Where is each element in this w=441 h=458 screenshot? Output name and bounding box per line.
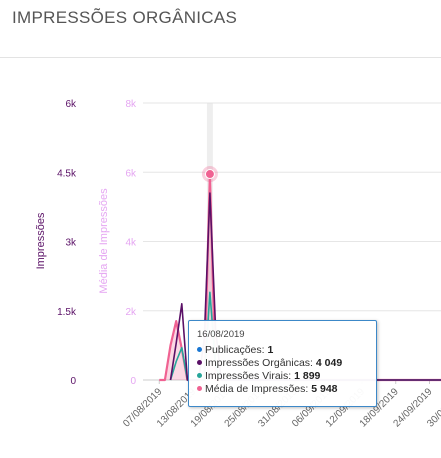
- highlight-point: [204, 169, 215, 180]
- tooltip-value: 5 948: [311, 383, 338, 395]
- left-axis-title: Impressões: [35, 212, 47, 269]
- tooltip-row-average: Média de Impressões: 5 948: [197, 383, 369, 396]
- right-y-tick-label: 8k: [125, 99, 137, 110]
- right-y-tick-label: 0: [130, 376, 136, 387]
- average-dot: [197, 386, 202, 391]
- tooltip-value: 1 899: [294, 370, 321, 382]
- left-y-tick-label: 1.5k: [57, 307, 77, 318]
- left-y-tick-label: 3k: [65, 238, 77, 249]
- right-y-tick-label: 2k: [125, 307, 137, 318]
- organic-dot: [197, 360, 202, 365]
- right-axis-title: Média de Impressões: [98, 188, 110, 294]
- right-y-tick-label: 6k: [125, 168, 137, 179]
- tooltip-label: Publicações:: [205, 344, 265, 356]
- page-title: IMPRESSÕES ORGÂNICAS: [12, 8, 238, 27]
- hover-crosshair: [206, 103, 213, 380]
- marker-layer: [201, 166, 218, 183]
- title-divider: [0, 57, 441, 58]
- chart-tooltip: 16/08/2019 Publicações: 1 Impressões Org…: [188, 320, 377, 407]
- tooltip-row-publications: Publicações: 1: [197, 344, 369, 357]
- tooltip-label: Impressões Orgânicas:: [205, 357, 313, 369]
- tooltip-value: 1: [267, 344, 274, 356]
- left-y-tick-label: 0: [70, 376, 76, 387]
- tooltip-value: 4 049: [315, 357, 343, 369]
- tooltip-row-organic: Impressões Orgânicas: 4 049: [197, 357, 369, 370]
- right-y-tick-label: 4k: [125, 238, 137, 249]
- tooltip-label: Média de Impressões:: [205, 383, 309, 395]
- left-y-tick-label: 4.5k: [57, 168, 77, 179]
- publications-dot: [197, 347, 202, 352]
- tooltip-label: Impressões Virais:: [205, 370, 292, 382]
- tooltip-date: 16/08/2019: [197, 329, 245, 340]
- tooltip-row-viral: Impressões Virais: 1 899: [197, 370, 369, 383]
- left-y-tick-label: 6k: [65, 99, 77, 110]
- axis-layer: 0 0 1.5k 2k 3k 4k 4.5k 6k 6k 8k Impressões Média de…: [35, 99, 441, 430]
- viral-dot: [197, 373, 202, 378]
